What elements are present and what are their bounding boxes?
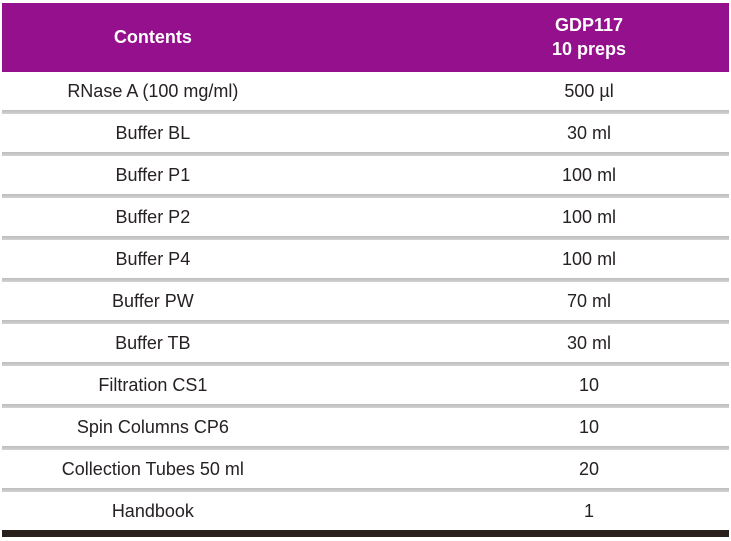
row-separator [2,110,729,114]
table-row: Buffer BL 30 ml [2,114,729,152]
row-item-label: Buffer P1 [115,164,191,185]
row-separator [2,404,729,408]
row-separator [2,362,729,366]
row-quantity-value: 100 ml [562,206,617,227]
row-item-label: Buffer BL [115,122,191,143]
header-kit-size: 10 preps [552,38,627,59]
header-contents-label: Contents [113,27,192,47]
row-item-label: Filtration CS1 [98,374,208,395]
row-quantity-value: 500 µl [564,80,614,101]
row-separator [2,194,729,198]
row-item-label: Buffer P2 [115,206,191,227]
row-quantity-value: 70 ml [567,290,612,311]
row-separator [2,236,729,240]
row-item-label: Buffer P4 [115,248,191,269]
row-quantity-value: 10 [579,374,600,395]
row-item-label: Buffer PW [112,290,194,311]
table-body: RNase A (100 mg/ml) 500 µl Buffer BL 30 … [2,72,729,530]
row-item-label: Handbook [111,500,194,521]
header-kit-code: GDP117 [555,15,624,36]
table-row: Filtration CS1 10 [2,366,729,404]
row-quantity-value: 1 [584,500,595,521]
table-row: RNase A (100 mg/ml) 500 µl [2,72,729,110]
table-row: Buffer P2 100 ml [2,198,729,236]
row-item-label: Spin Columns CP6 [76,416,229,437]
row-separator [2,278,729,282]
table-row: Handbook 1 [2,492,729,530]
row-separator [2,446,729,450]
row-quantity-value: 10 [579,416,600,437]
row-quantity-value: 30 ml [567,122,612,143]
row-item-label: Collection Tubes 50 ml [61,458,244,479]
table-row: Buffer P1 100 ml [2,156,729,194]
row-separator [2,152,729,156]
row-quantity-value: 100 ml [562,164,617,185]
row-item-label: RNase A (100 mg/ml) [67,80,239,101]
table-row: Spin Columns CP6 10 [2,408,729,446]
header-kit-column: GDP117 10 preps [449,14,729,61]
kit-contents-table: Contents GDP117 10 preps RNase A (100 mg… [2,3,729,537]
table-bottom-rule [2,530,729,537]
row-quantity-value: 100 ml [562,248,617,269]
row-item-label: Buffer TB [115,332,191,353]
row-quantity-value: 20 [579,458,600,479]
table-row: Buffer TB 30 ml [2,324,729,362]
row-quantity-value: 30 ml [567,332,612,353]
table-row: Buffer PW 70 ml [2,282,729,320]
row-separator [2,320,729,324]
table-row: Collection Tubes 50 ml 20 [2,450,729,488]
table-row: Buffer P4 100 ml [2,240,729,278]
table-header-row: Contents GDP117 10 preps [2,3,729,72]
row-separator [2,488,729,492]
